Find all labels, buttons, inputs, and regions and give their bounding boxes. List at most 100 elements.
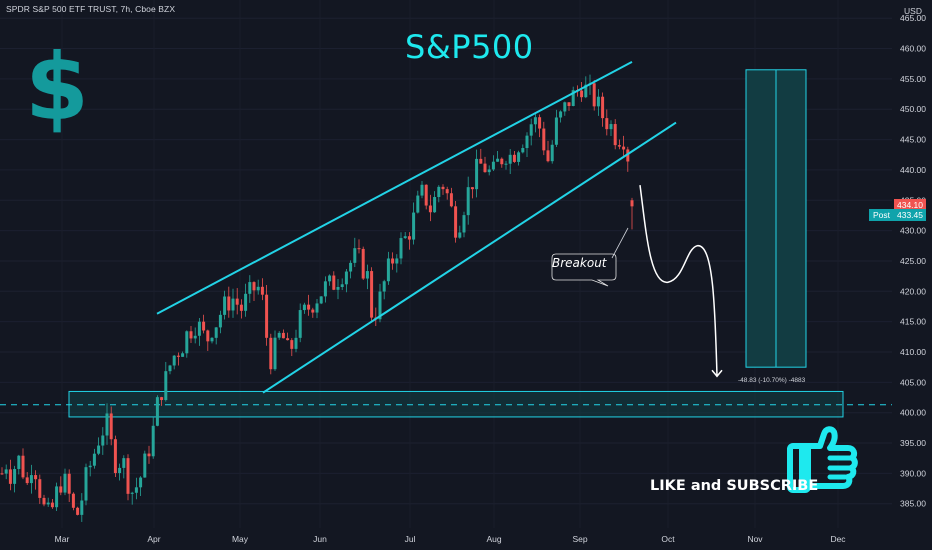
candle-body [349,262,353,272]
time-tick-label: Nov [747,534,763,544]
candle-body [529,124,533,136]
candle-body [458,232,462,238]
candle-body [298,310,302,338]
candle-body [512,154,516,162]
candle-body [605,118,609,130]
time-tick-label: Aug [486,534,501,544]
candle-body [0,473,4,475]
candle-body [441,186,445,190]
candle-body [601,96,605,119]
candle-body [286,338,290,341]
thumbs-up-group [787,426,858,493]
candle-body [25,477,29,484]
candle-body [424,184,428,206]
candle-body [622,146,626,150]
candle-body [126,458,130,494]
candle-body [88,465,92,468]
candle-body [46,502,50,505]
candle-body [227,296,231,311]
breakout-label: Breakout [552,256,607,270]
candle-body [370,271,374,318]
candle-body [210,337,214,342]
candle-body [475,158,479,190]
candle-body [252,282,256,291]
forecast-path [639,185,718,377]
time-tick-label: Jun [313,534,327,544]
candle-body [449,193,453,207]
post-price-tag: 433.45 [894,208,926,221]
candle-body [218,314,222,328]
price-tick-label: 405.00 [900,377,926,387]
candle-body [8,469,12,484]
candle-body [248,282,252,294]
candle-body [151,425,155,457]
time-tick-label: Dec [830,534,846,544]
time-tick-label: Sep [572,534,587,544]
candle-body [290,340,294,349]
candle-body [34,475,38,480]
candle-body [412,212,416,240]
candle-body [580,90,584,98]
candle-body [613,124,617,146]
candle-body [122,458,126,468]
candle-body [596,96,600,107]
candle-body [55,486,59,508]
candle-body [491,161,495,170]
candle-body [521,148,525,153]
price-tick-label: 395.00 [900,438,926,448]
candle-body [38,479,42,498]
candle-body [433,197,437,213]
candle-body [139,477,143,488]
candle-body [479,158,483,164]
candle-body [168,365,172,372]
candle-body [500,158,504,165]
candle-body [239,304,243,311]
time-tick-label: Oct [661,534,675,544]
candle-body [483,163,487,173]
candle-body [617,145,621,147]
price-axis: 385.00 390.00 395.00 400.00 405.00 410.00 415.… [900,13,926,509]
candle-body [256,286,260,291]
candle-body [84,467,88,501]
candle-body [592,83,596,107]
candle-body [626,149,630,162]
candle-body [445,189,449,194]
candle-body [80,500,84,515]
candle-body [223,296,227,315]
candle-body [281,332,285,339]
candles [0,74,634,522]
candle-body [496,158,500,162]
candle-body [185,331,189,354]
price-tick-label: 455.00 [900,74,926,84]
candle-body [323,281,327,297]
candle-body [206,330,210,342]
price-tick-label: 465.00 [900,13,926,23]
candle-body [269,337,273,370]
candle-body [193,335,197,339]
candle-body [160,397,164,401]
candle-body [181,353,185,357]
forecast-arrowhead-icon [711,369,723,378]
candle-body [29,475,33,484]
price-grid [0,17,892,505]
candle-body [172,355,176,366]
candle-body [294,337,298,349]
breakout-candle-body [630,200,634,207]
candle-body [571,90,575,106]
price-tick-label: 400.00 [900,408,926,418]
candle-body [63,473,67,493]
candle-body [265,294,269,338]
dollar-sign-icon: $ [25,34,90,141]
candle-body [559,111,563,118]
candle-body [399,238,403,259]
candle-body [391,258,395,264]
candle-body [244,293,248,311]
candle-body [382,281,386,292]
price-tick-label: 390.00 [900,468,926,478]
candle-body [328,275,332,282]
candle-body [101,435,105,446]
candle-body [554,117,558,145]
candle-body [437,186,441,198]
